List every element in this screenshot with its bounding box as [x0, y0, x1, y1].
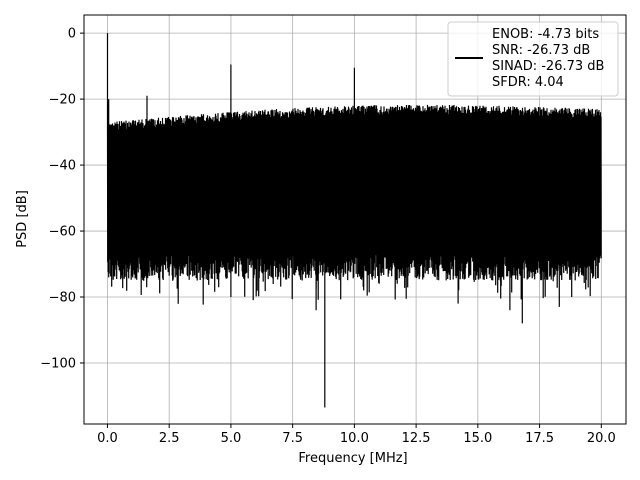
- x-tick-label: 2.5: [159, 431, 180, 446]
- y-tick-label: −60: [49, 225, 76, 240]
- legend-entry: ENOB: -4.73 bits SNR: -26.73 dB SINAD: -26…: [492, 27, 604, 90]
- y-tick-label: −100: [40, 356, 76, 371]
- x-tick-label: 12.5: [402, 431, 431, 446]
- y-axis-ticks: 0 −20 −40 −60 −80 −100: [40, 27, 84, 371]
- y-tick-label: −20: [49, 93, 76, 108]
- y-tick-label: −80: [49, 291, 76, 306]
- y-tick-label: 0: [68, 27, 76, 42]
- x-tick-label: 7.5: [282, 431, 303, 446]
- legend-box: [447, 21, 619, 97]
- x-axis-label: Frequency [MHz]: [298, 451, 407, 466]
- psd-series-line: [106, 33, 602, 408]
- x-tick-label: 20.0: [587, 431, 616, 446]
- legend-line: SNR: -26.73 dB: [492, 43, 590, 58]
- legend: ENOB: -4.73 bits SNR: -26.73 dB SINAD: -26…: [447, 21, 619, 97]
- legend-line: SINAD: -26.73 dB: [492, 59, 604, 74]
- x-tick-label: 15.0: [463, 431, 492, 446]
- legend-line: ENOB: -4.73 bits: [492, 27, 599, 42]
- y-axis-label: PSD [dB]: [15, 190, 30, 248]
- legend-line: SFDR: 4.04: [492, 75, 564, 90]
- x-axis-ticks: 0.0 2.5 5.0 7.5 10.0 12.5 15.0 17.5 20.0: [97, 424, 616, 446]
- x-tick-label: 0.0: [97, 431, 118, 446]
- x-tick-label: 10.0: [340, 431, 369, 446]
- x-tick-label: 17.5: [525, 431, 554, 446]
- axes-frame: [83, 14, 627, 425]
- y-tick-label: −40: [49, 159, 76, 174]
- x-tick-label: 5.0: [221, 431, 242, 446]
- plot-area: [106, 33, 602, 408]
